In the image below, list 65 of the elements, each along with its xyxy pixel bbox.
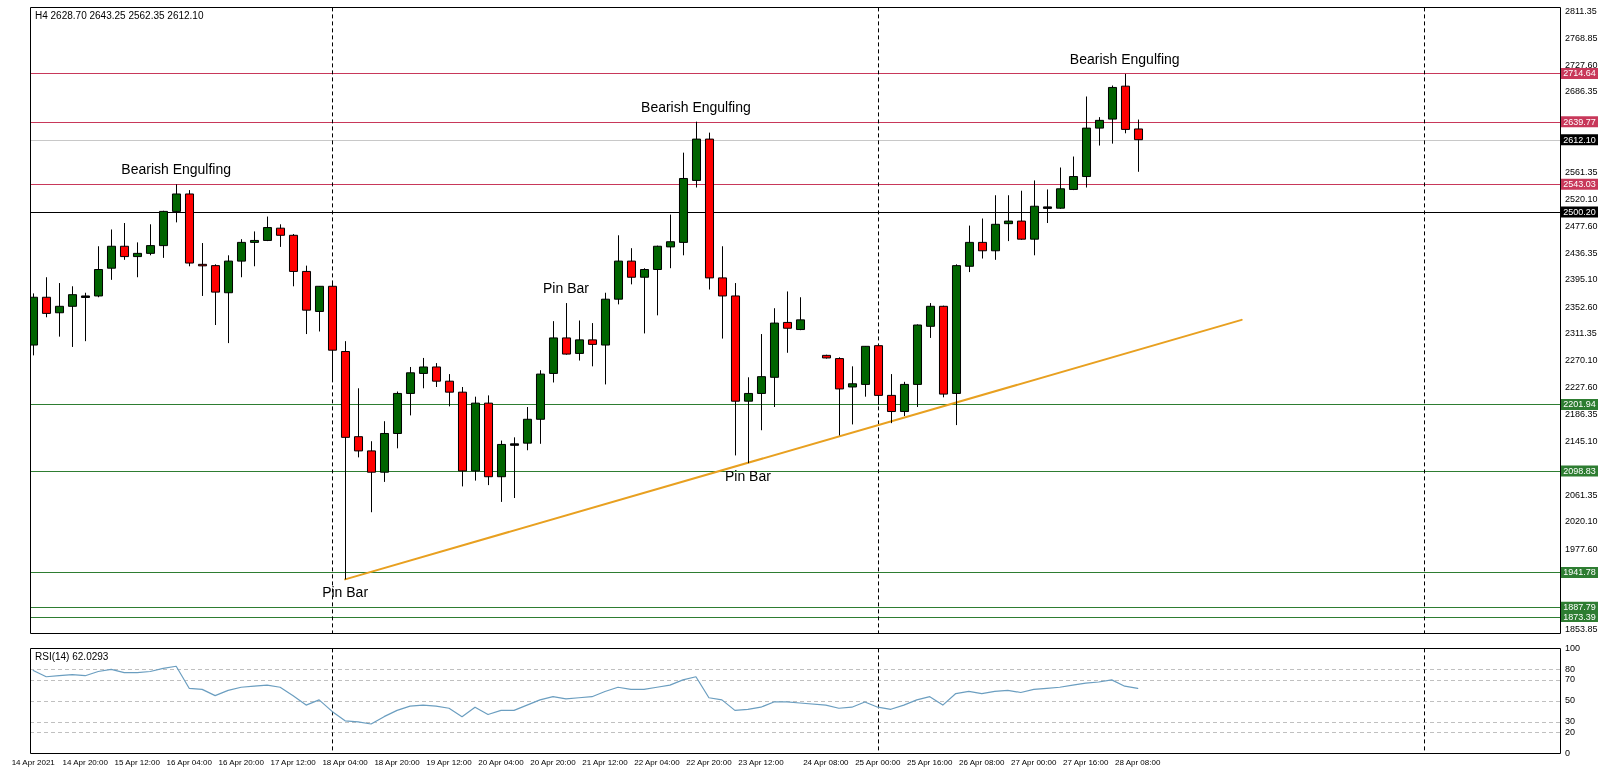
y-tick-label: 50 bbox=[1565, 695, 1576, 706]
y-tick-label: 2395.10 bbox=[1565, 274, 1598, 285]
x-tick-label: 14 Apr 2021 bbox=[11, 758, 56, 768]
annotation: Bearish Engulfing bbox=[121, 161, 232, 178]
x-tick-label: 16 Apr 20:00 bbox=[218, 758, 265, 768]
ref-line-label: 1887.79 bbox=[1563, 602, 1596, 613]
x-tick-label: 20 Apr 04:00 bbox=[478, 758, 525, 768]
x-tick-label: 27 Apr 00:00 bbox=[1011, 758, 1057, 768]
x-tick-label: 23 Apr 12:00 bbox=[738, 758, 785, 768]
y-tick-label: 2186.35 bbox=[1565, 409, 1598, 420]
ref-line-label: 1873.39 bbox=[1563, 611, 1596, 622]
x-tick-label: 21 Apr 12:00 bbox=[582, 758, 629, 768]
x-tick-label: 22 Apr 20:00 bbox=[686, 758, 733, 768]
x-tick-label: 20 Apr 20:00 bbox=[530, 758, 577, 768]
y-tick-label: 100 bbox=[1565, 642, 1581, 653]
x-tick-label: 25 Apr 16:00 bbox=[907, 758, 954, 768]
x-tick-label: 25 Apr 00:00 bbox=[855, 758, 902, 768]
y-tick-label: 2270.10 bbox=[1565, 354, 1598, 365]
y-tick-label: 1977.60 bbox=[1565, 543, 1598, 554]
x-tick-label: 27 Apr 16:00 bbox=[1063, 758, 1109, 768]
chart-title: RSI(14) 62.0293 bbox=[35, 651, 109, 663]
ref-line-label: 2098.83 bbox=[1563, 466, 1596, 477]
y-tick-label: 2145.10 bbox=[1565, 435, 1598, 446]
x-tick-label: 26 Apr 08:00 bbox=[959, 758, 1006, 768]
x-tick-label: 14 Apr 20:00 bbox=[62, 758, 109, 768]
x-tick-label: 16 Apr 04:00 bbox=[166, 758, 213, 768]
y-tick-label: 2020.10 bbox=[1565, 516, 1598, 527]
y-tick-label: 2352.60 bbox=[1565, 301, 1598, 312]
ref-line-label: 1941.78 bbox=[1563, 567, 1596, 578]
y-tick-label: 2520.10 bbox=[1565, 193, 1598, 204]
y-tick-label: 2227.60 bbox=[1565, 382, 1598, 393]
x-tick-label: 22 Apr 04:00 bbox=[634, 758, 681, 768]
x-tick-label: 19 Apr 12:00 bbox=[426, 758, 473, 768]
y-tick-label: 2477.60 bbox=[1565, 220, 1598, 231]
annotation: Bearish Engulfing bbox=[1069, 50, 1180, 67]
y-tick-label: 1853.85 bbox=[1565, 623, 1598, 634]
y-tick-label: 2727.60 bbox=[1565, 59, 1598, 70]
x-tick-label: 15 Apr 12:00 bbox=[114, 758, 161, 768]
y-tick-label: 2436.35 bbox=[1565, 247, 1598, 258]
y-tick-label: 0 bbox=[1565, 747, 1571, 758]
ref-line-label: 2714.64 bbox=[1563, 68, 1596, 79]
x-tick-label: 18 Apr 20:00 bbox=[374, 758, 421, 768]
y-tick-label: 30 bbox=[1565, 716, 1576, 727]
annotation: Pin Bar bbox=[724, 468, 772, 485]
chart-title: H4 2628.70 2643.25 2562.35 2612.10 bbox=[35, 10, 204, 22]
ref-line-label: 2639.77 bbox=[1563, 116, 1596, 127]
y-tick-label: 70 bbox=[1565, 674, 1576, 685]
x-tick-label: 17 Apr 12:00 bbox=[270, 758, 317, 768]
annotation: Pin Bar bbox=[543, 279, 590, 296]
y-tick-label: 2768.85 bbox=[1565, 32, 1598, 43]
annotation: Bearish Engulfing bbox=[641, 98, 751, 115]
y-tick-label: 2561.35 bbox=[1565, 166, 1598, 177]
y-tick-label: 2811.35 bbox=[1565, 5, 1597, 16]
y-tick-label: 2061.35 bbox=[1565, 489, 1598, 500]
x-tick-label: 18 Apr 04:00 bbox=[322, 758, 369, 768]
y-tick-label: 2311.35 bbox=[1565, 328, 1597, 339]
y-tick-label: 2686.35 bbox=[1565, 86, 1598, 97]
ref-line-label: 2612.10 bbox=[1563, 134, 1596, 145]
y-tick-label: 20 bbox=[1565, 726, 1576, 737]
y-tick-label: 80 bbox=[1565, 663, 1576, 674]
ref-line-label: 2500.20 bbox=[1563, 206, 1596, 217]
ref-line-label: 2201.94 bbox=[1563, 399, 1596, 410]
x-tick-label: 28 Apr 08:00 bbox=[1115, 758, 1161, 768]
ref-line-label: 2543.03 bbox=[1563, 179, 1596, 190]
x-tick-label: 24 Apr 08:00 bbox=[803, 758, 850, 768]
